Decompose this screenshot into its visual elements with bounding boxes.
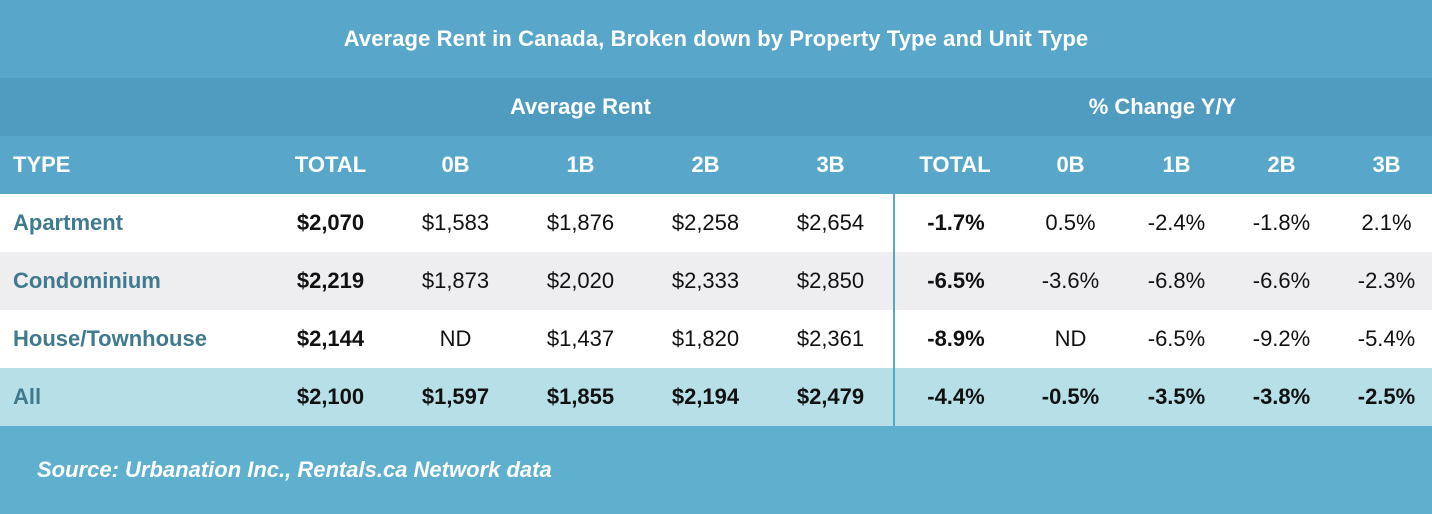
cell-yoy-2b: -3.8% <box>1252 384 1311 409</box>
table-row: House/Townhouse $2,144 ND $1,437 $1,820 … <box>0 310 1432 368</box>
cell-yoy-3b: -2.3% <box>1357 268 1416 293</box>
table-row-all: All $2,100 $1,597 $1,855 $2,194 $2,479 -… <box>0 368 1432 426</box>
column-header-yoy-total: TOTAL <box>919 152 991 177</box>
cell-avg-0b: $1,873 <box>421 268 490 293</box>
cell-yoy-0b: -3.6% <box>1041 268 1100 293</box>
column-header-yoy-0b: 0B <box>1056 152 1085 177</box>
cell-avg-0b: $1,583 <box>421 210 490 235</box>
cell-avg-2b: $1,820 <box>671 326 740 351</box>
cell-avg-3b: $2,850 <box>796 268 865 293</box>
cell-yoy-total: -8.9% <box>893 310 1017 368</box>
table-title: Average Rent in Canada, Broken down by P… <box>0 0 1432 78</box>
column-header-avg-3b: 3B <box>816 152 845 177</box>
group-header-row: Average Rent % Change Y/Y <box>0 78 1432 136</box>
cell-avg-total: $2,144 <box>296 326 365 351</box>
column-header-yoy-2b: 2B <box>1267 152 1296 177</box>
cell-yoy-total: -1.7% <box>893 194 1017 252</box>
cell-avg-3b: $2,654 <box>796 210 865 235</box>
row-type-label: House/Townhouse <box>13 326 207 351</box>
column-header-avg-1b: 1B <box>566 152 595 177</box>
cell-yoy-2b: -6.6% <box>1252 268 1311 293</box>
table-row: Apartment $2,070 $1,583 $1,876 $2,258 $2… <box>0 194 1432 252</box>
cell-yoy-0b: -0.5% <box>1041 384 1100 409</box>
column-header-avg-total: TOTAL <box>294 152 367 177</box>
column-header-type: TYPE <box>13 152 71 177</box>
cell-avg-2b: $2,194 <box>671 384 740 409</box>
cell-avg-total: $2,100 <box>296 384 365 409</box>
row-type-label: All <box>13 384 42 409</box>
column-header-avg-0b: 0B <box>441 152 470 177</box>
cell-avg-total: $2,219 <box>296 268 365 293</box>
cell-yoy-total: -6.5% <box>893 252 1017 310</box>
source-note: Source: Urbanation Inc., Rentals.ca Netw… <box>0 426 1432 514</box>
column-header-avg-2b: 2B <box>691 152 720 177</box>
cell-yoy-1b: -3.5% <box>1147 384 1206 409</box>
cell-yoy-1b: -6.8% <box>1147 268 1206 293</box>
group-header-left: Average Rent <box>0 78 893 136</box>
cell-yoy-3b: 2.1% <box>1361 210 1412 235</box>
column-header-yoy-1b: 1B <box>1162 152 1191 177</box>
cell-yoy-0b: ND <box>1054 326 1087 351</box>
row-type-label: Condominium <box>13 268 161 293</box>
cell-avg-1b: $1,876 <box>546 210 615 235</box>
cell-avg-3b: $2,479 <box>796 384 865 409</box>
cell-avg-1b: $2,020 <box>546 268 615 293</box>
cell-avg-total: $2,070 <box>296 210 365 235</box>
group-header-spacer <box>0 78 268 136</box>
cell-avg-0b: $1,597 <box>421 384 490 409</box>
cell-avg-3b: $2,361 <box>796 326 865 351</box>
cell-yoy-2b: -9.2% <box>1252 326 1311 351</box>
cell-avg-1b: $1,437 <box>546 326 615 351</box>
cell-yoy-0b: 0.5% <box>1045 210 1096 235</box>
cell-avg-0b: ND <box>439 326 472 351</box>
table-row: Condominium $2,219 $1,873 $2,020 $2,333 … <box>0 252 1432 310</box>
group-header-pct-change: % Change Y/Y <box>1088 94 1237 119</box>
cell-yoy-3b: -2.5% <box>1357 384 1416 409</box>
column-header-yoy-3b: 3B <box>1372 152 1401 177</box>
group-header-average-rent: Average Rent <box>509 94 651 119</box>
row-type-label: Apartment <box>13 210 124 235</box>
cell-avg-2b: $2,333 <box>671 268 740 293</box>
cell-avg-2b: $2,258 <box>671 210 740 235</box>
cell-yoy-2b: -1.8% <box>1252 210 1311 235</box>
column-header-row: TYPE TOTAL 0B 1B 2B 3B TOTAL 0B 1B 2B 3B <box>0 136 1432 194</box>
cell-yoy-3b: -5.4% <box>1357 326 1416 351</box>
cell-avg-1b: $1,855 <box>546 384 615 409</box>
cell-yoy-1b: -6.5% <box>1147 326 1206 351</box>
cell-yoy-1b: -2.4% <box>1147 210 1206 235</box>
cell-yoy-total: -4.4% <box>893 368 1017 426</box>
